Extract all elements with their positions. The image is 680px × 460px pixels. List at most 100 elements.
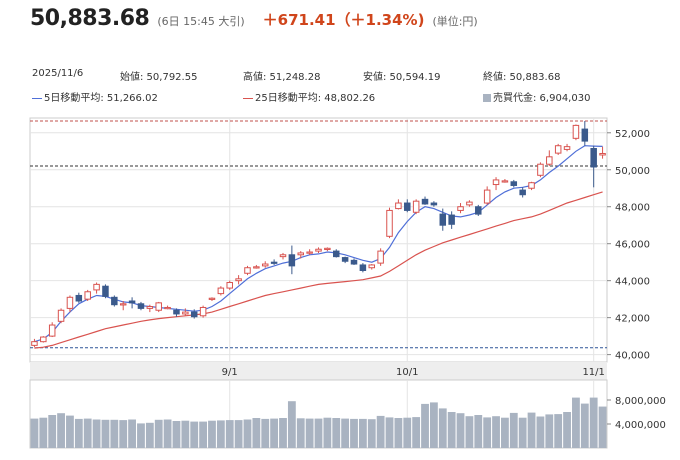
candle-body-down <box>590 148 597 168</box>
volume-bar <box>119 420 128 448</box>
volume-bar <box>598 406 607 448</box>
candle-body-up <box>537 163 544 176</box>
candle-body-up <box>315 248 322 252</box>
candle <box>137 301 145 311</box>
candle <box>519 187 526 198</box>
volume-bar <box>225 420 234 448</box>
candle <box>483 186 491 205</box>
candle-body-up <box>119 303 127 306</box>
candle <box>439 208 447 231</box>
current-price: 50,883.68 <box>30 6 150 31</box>
volume-bar <box>145 422 154 448</box>
candle <box>253 264 260 269</box>
volume-bar <box>181 420 190 448</box>
candle-body-down <box>190 311 198 318</box>
volume-bar <box>358 418 367 448</box>
candle-body-up <box>182 311 189 315</box>
price-header: 50,883.68 (6日 15:45 大引) ＋671.41（＋1.34%) … <box>30 6 478 42</box>
candle <box>341 256 349 264</box>
candle-body-up <box>279 254 287 258</box>
candle-body-up <box>386 209 393 237</box>
candle <box>217 286 225 296</box>
date-tick-label: 11/1 <box>582 367 604 378</box>
candle-body-up <box>48 324 56 337</box>
candle <box>48 322 56 338</box>
volume-bar <box>154 419 163 448</box>
info-low: 安値: 50,594.19 <box>363 72 441 83</box>
price-tick-label: 52,000 <box>615 129 650 140</box>
volume-bar <box>83 418 92 448</box>
volume-bar <box>163 419 172 448</box>
ma25-line <box>34 191 603 349</box>
candle <box>128 297 136 309</box>
volume-bar <box>341 418 350 448</box>
date-axis-band <box>30 362 607 380</box>
candle-body-down <box>173 309 180 315</box>
volume-bar <box>190 421 199 448</box>
volume-bar <box>554 414 563 448</box>
candle-body-up <box>412 200 420 213</box>
candle-body-up <box>297 252 304 256</box>
volume-tick-label: 8,000,000 <box>615 396 666 407</box>
candle <box>164 305 171 310</box>
candle-body-down <box>270 261 278 264</box>
candle-body-up <box>554 145 562 154</box>
volume-bar <box>474 415 483 448</box>
price-plot-frame <box>29 117 608 363</box>
volume-bar <box>208 420 216 448</box>
volume-bar <box>270 418 279 448</box>
volume-bar <box>243 419 252 448</box>
volume-bar <box>314 418 323 448</box>
candle-body-up <box>146 306 154 309</box>
info-close: 終値: 50,883.68 <box>483 72 561 83</box>
candle-body-up <box>368 264 376 269</box>
volume-bar <box>589 397 598 448</box>
price-tick-label: 44,000 <box>615 277 650 288</box>
candle <box>226 280 233 290</box>
candle-body-up <box>253 266 260 269</box>
candle-body-up <box>546 156 553 165</box>
volume-bar <box>261 418 270 448</box>
legend-ma5-label: 5日移動平均: 51,266.02 <box>44 93 158 104</box>
price-tick-label: 46,000 <box>615 240 650 251</box>
candle-body-down <box>288 254 296 267</box>
candle-body-up <box>155 302 162 311</box>
candle <box>324 247 331 252</box>
candle-body-down <box>359 264 367 272</box>
candle <box>528 181 535 191</box>
legend-ma5: 5日移動平均: 51,266.02 <box>32 89 158 104</box>
candle <box>190 309 198 319</box>
info-open: 始値: 50,792.55 <box>120 72 198 83</box>
legend-ma25-label: 25日移動平均: 48,802.26 <box>255 93 376 104</box>
volume-bar <box>456 413 465 448</box>
volume-bar <box>39 417 48 448</box>
candle <box>119 301 127 311</box>
volume-bar <box>279 418 287 448</box>
candle-body-down <box>519 189 526 196</box>
candle-body-up <box>483 189 491 204</box>
candle <box>306 249 313 255</box>
candle <box>270 259 278 265</box>
volume-bar <box>438 408 447 448</box>
volume-bar <box>287 401 296 448</box>
price-tick-label: 50,000 <box>615 166 650 177</box>
volume-bar <box>216 420 225 448</box>
candle <box>31 338 38 348</box>
candle <box>563 143 571 152</box>
volume-bar <box>421 403 429 448</box>
candle <box>279 252 287 260</box>
candle <box>111 295 118 307</box>
volume-bar <box>199 421 208 448</box>
volume-bar <box>110 419 119 448</box>
info-high: 高値: 51,248.28 <box>243 72 321 83</box>
candle <box>430 201 438 207</box>
candle-body-down <box>350 259 358 265</box>
volume-bar <box>128 419 136 448</box>
legend-volume-label: 売買代金: 6,904,030 <box>493 93 591 104</box>
candle <box>155 301 162 313</box>
candle-body-up <box>244 267 251 274</box>
candle-body-up <box>395 202 402 210</box>
candle-body-up <box>31 341 38 346</box>
volume-bar <box>350 418 358 448</box>
unit-label: (単位:円) <box>432 15 478 28</box>
